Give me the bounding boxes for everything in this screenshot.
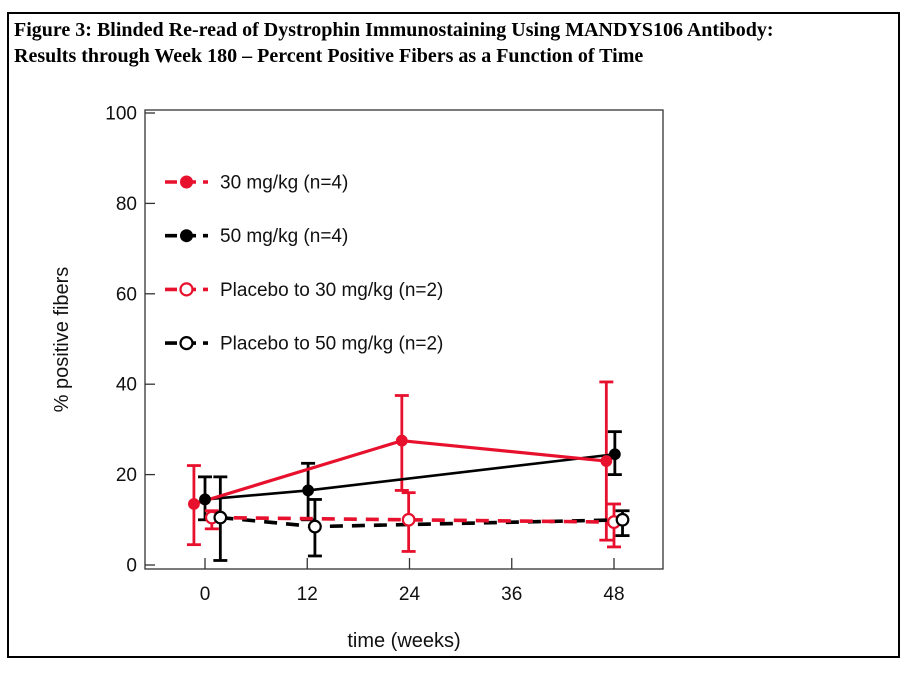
plot-frame <box>144 109 664 570</box>
x-tick-label: 48 <box>603 584 624 605</box>
data-point-s0 <box>600 455 613 467</box>
x-tick-label: 36 <box>501 584 522 605</box>
legend-filled-circle-icon <box>180 229 193 243</box>
y-tick-label: 80 <box>116 194 137 215</box>
legend-item-2: Placebo to 30 mg/kg (n=2) <box>165 280 443 301</box>
data-point-s3 <box>213 510 228 525</box>
data-point-s1 <box>199 493 211 506</box>
y-axis-title: % positive fibers <box>51 267 73 413</box>
legend-label: Placebo to 30 mg/kg (n=2) <box>220 280 443 301</box>
figure-title: Figure 3: Blinded Re-read of Dystrophin … <box>14 17 894 69</box>
figure-border <box>7 12 900 658</box>
x-tick-label: 12 <box>297 584 318 605</box>
legend-label: 50 mg/kg (n=4) <box>220 226 348 247</box>
legend-item-0: 30 mg/kg (n=4) <box>165 173 348 194</box>
figure-title-line-2: Results through Week 180 – Percent Posit… <box>14 45 644 67</box>
x-axis-title: time (weeks) <box>347 630 460 652</box>
y-tick-label: 0 <box>126 556 137 577</box>
x-tick-label: 24 <box>399 584 421 605</box>
y-tick-label: 100 <box>105 104 137 125</box>
legend-open-circle-icon <box>179 336 194 351</box>
series-line-2 <box>211 515 615 524</box>
data-point-s3 <box>615 512 630 527</box>
legend-label: Placebo to 50 mg/kg (n=2) <box>220 334 443 355</box>
data-point-s3 <box>308 519 322 534</box>
y-tick-label: 60 <box>116 284 137 305</box>
y-tick-label: 40 <box>116 375 137 396</box>
data-point-s2 <box>401 512 416 527</box>
data-point-s0 <box>395 434 408 447</box>
legend-label: 30 mg/kg (n=4) <box>220 173 348 194</box>
y-tick-label: 20 <box>116 465 137 486</box>
data-point-s0 <box>188 498 200 510</box>
figure-title-line-1: Figure 3: Blinded Re-read of Dystrophin … <box>14 19 774 41</box>
legend-item-1: 50 mg/kg (n=4) <box>165 226 348 247</box>
x-tick-label: 0 <box>200 584 211 605</box>
data-point-s1 <box>608 448 621 461</box>
legend-item-3: Placebo to 50 mg/kg (n=2) <box>165 334 443 355</box>
data-point-s1 <box>302 484 315 497</box>
legend-filled-circle-icon <box>180 175 193 189</box>
legend-open-circle-icon <box>179 282 194 297</box>
